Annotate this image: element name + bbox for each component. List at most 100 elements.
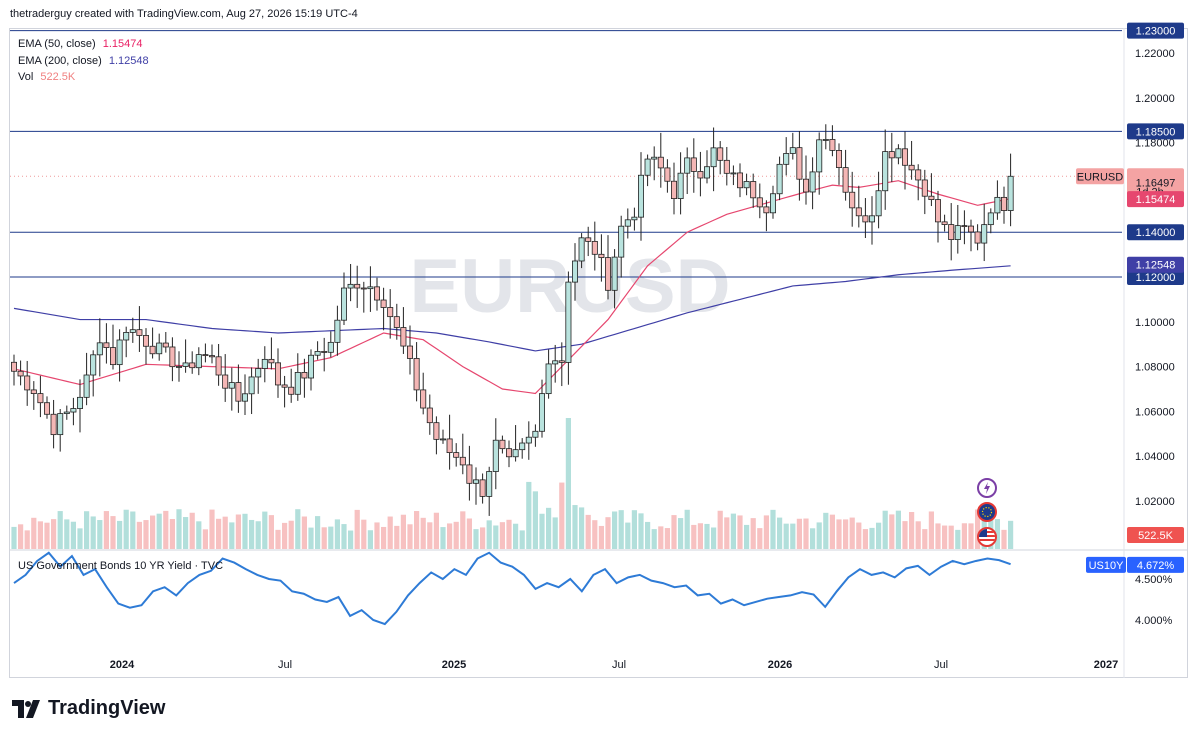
level-label-bg (1127, 123, 1184, 140)
volume-bar (361, 519, 367, 549)
candle-body (327, 341, 334, 353)
candle-body (268, 358, 275, 364)
y-tick-label: 1.18000 (1135, 138, 1175, 150)
x-tick-label: 2024 (110, 659, 135, 671)
volume-bar (183, 517, 189, 549)
candle-body (459, 456, 466, 466)
candle-body (875, 190, 882, 217)
volume-bar (414, 511, 420, 549)
volume-bar (605, 517, 611, 549)
symbol-tag-bg (1076, 168, 1124, 185)
volume-bar (658, 526, 664, 549)
legend-volume[interactable]: Vol 522.5K (18, 69, 149, 86)
volume-bar (836, 519, 842, 549)
legend-ema200-label: EMA (200, close) (18, 54, 102, 67)
candle-body (175, 366, 182, 368)
volume-bar (770, 509, 776, 549)
volume-bar (242, 513, 248, 549)
volume-bar (275, 529, 281, 549)
candle-body (789, 147, 796, 154)
candle-body (129, 329, 136, 333)
candle-body (479, 479, 486, 497)
candle-body (37, 393, 44, 404)
volume-bar (816, 522, 822, 549)
legend-ema50[interactable]: EMA (50, close) 1.15474 (18, 36, 149, 53)
eu-flag-icon[interactable] (977, 502, 997, 522)
legend-ema200-value: 1.12548 (108, 54, 149, 67)
volume-bar (513, 523, 519, 549)
volume-bar (645, 521, 651, 549)
volume-bar (447, 523, 453, 549)
volume-bar (942, 525, 948, 549)
candle-body (921, 179, 928, 197)
volume-bar (196, 521, 202, 549)
volume-bar (1008, 520, 1014, 549)
candle-body (809, 171, 816, 193)
candle-body (968, 225, 975, 233)
candle-body (182, 362, 189, 367)
volume-bar (856, 522, 862, 549)
lightning-icon[interactable] (977, 478, 997, 498)
volume-bar (209, 509, 215, 549)
volume-bar (433, 512, 439, 549)
ema200-line (13, 265, 1011, 352)
volume-bar (882, 510, 888, 549)
candle-body (657, 156, 664, 169)
candle-body (426, 407, 433, 424)
candle-body (803, 178, 810, 193)
volume-bar (618, 510, 624, 549)
volume-bar (387, 516, 393, 549)
candle-body (961, 225, 968, 228)
level-label-bg (1127, 22, 1184, 39)
volume-axis-label: 522.5K (1138, 530, 1174, 542)
candle-body (486, 471, 493, 497)
volume-bar (288, 520, 294, 549)
candle-body (591, 240, 598, 255)
candle-body (954, 225, 961, 240)
candle-body (902, 148, 909, 166)
candle-body (387, 307, 394, 318)
legend-ema200[interactable]: EMA (200, close) 1.12548 (18, 53, 149, 70)
legend-ema50-label: EMA (50, close) (18, 38, 96, 50)
volume-bar (84, 511, 90, 549)
us-flag-icon[interactable] (977, 527, 997, 547)
volume-bar (354, 509, 360, 549)
volume-bar (796, 518, 802, 549)
candle-body (334, 319, 341, 343)
y-tick-label: 1.22000 (1135, 48, 1175, 60)
chart-frame[interactable] (9, 28, 1188, 678)
last-price-label-bg (1127, 168, 1184, 197)
volume-bar (480, 527, 486, 549)
volume-bar (499, 522, 505, 549)
volume-bar (638, 513, 644, 549)
candle-body (545, 363, 552, 395)
level-label-bg (1127, 269, 1184, 285)
volume-bar (31, 517, 37, 549)
candle-body (1001, 196, 1008, 211)
volume-bar (216, 518, 222, 549)
candle-body (90, 354, 97, 376)
candle-body (433, 422, 440, 440)
volume-bar (704, 523, 710, 549)
candle-body (730, 172, 737, 175)
volume-bar (321, 527, 327, 549)
volume-bar (169, 519, 175, 549)
volume-bar (651, 529, 657, 549)
candle-body (235, 382, 242, 402)
candle-body (149, 345, 156, 355)
volume-bar (579, 507, 585, 549)
volume-bar (559, 482, 565, 549)
legend-volume-value: 522.5K (40, 71, 76, 83)
volume-bar (684, 509, 690, 549)
candle-body (288, 386, 295, 395)
x-tick-label: Jul (934, 659, 948, 671)
volume-bar (334, 519, 340, 549)
candle-body (935, 199, 942, 223)
candle-body (770, 193, 777, 214)
candle-body (677, 172, 684, 199)
candle-body (103, 342, 110, 348)
volume-bar (928, 511, 934, 549)
volume-bar (546, 507, 552, 549)
volume-bar (103, 511, 109, 549)
